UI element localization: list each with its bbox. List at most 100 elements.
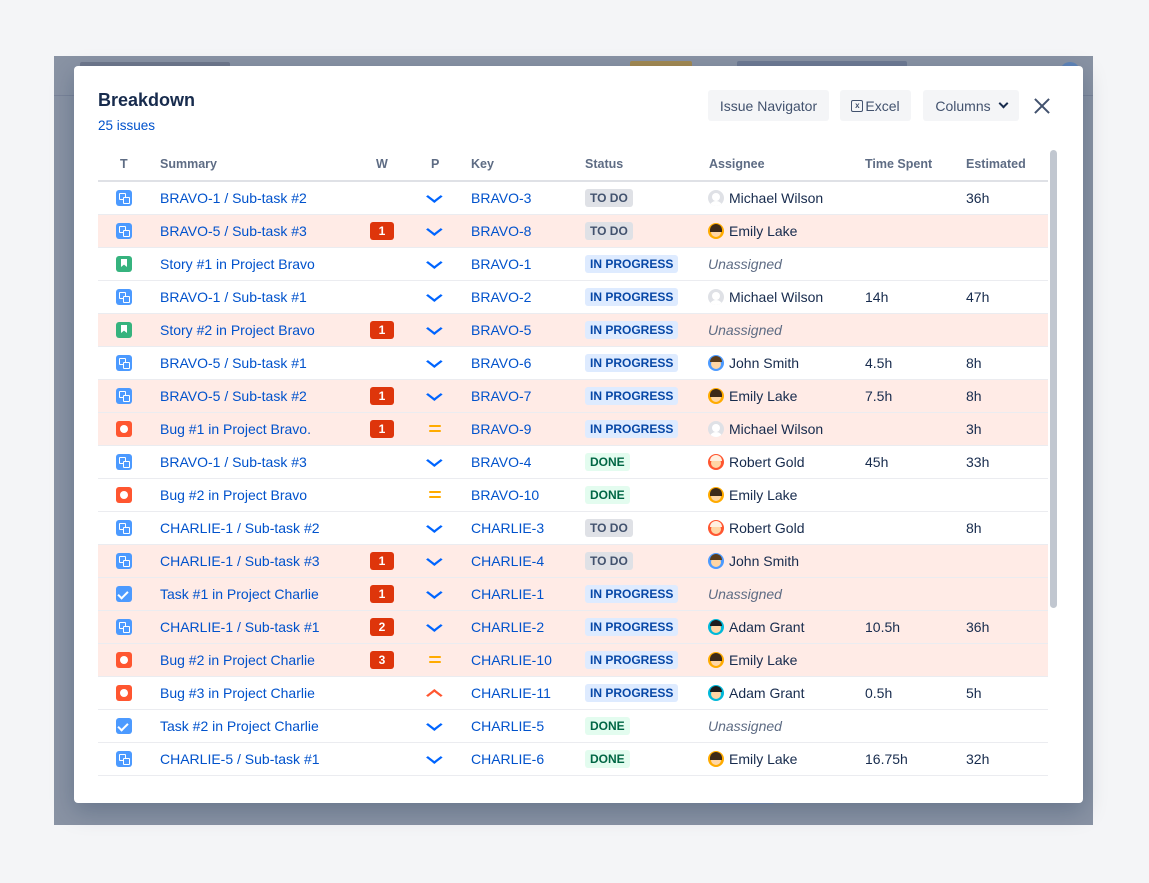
summary-link[interactable]: Story #2 in Project Bravo bbox=[160, 322, 315, 338]
summary-link[interactable]: Bug #2 in Project Charlie bbox=[160, 652, 315, 668]
status-cell: DONE bbox=[585, 743, 630, 775]
priority-cell bbox=[428, 347, 442, 379]
priority-low-icon bbox=[426, 754, 444, 764]
issue-type-cell bbox=[116, 611, 132, 643]
avatar-icon bbox=[708, 652, 724, 668]
issue-key-link[interactable]: CHARLIE-10 bbox=[471, 652, 552, 668]
column-header-assignee[interactable]: Assignee bbox=[709, 157, 765, 171]
table-body: BRAVO-1 / Sub-task #2 BRAVO-3 TO DO Michael… bbox=[98, 182, 1048, 776]
table-row[interactable]: CHARLIE-5 / Sub-task #1 CHARLIE-6 DONE Emil… bbox=[98, 743, 1048, 776]
summary-link[interactable]: CHARLIE-1 / Sub-task #1 bbox=[160, 619, 320, 635]
column-header-status[interactable]: Status bbox=[585, 157, 624, 171]
issue-key-link[interactable]: BRAVO-1 bbox=[471, 256, 532, 272]
priority-cell bbox=[428, 479, 442, 511]
table-row[interactable]: BRAVO-5 / Sub-task #1 BRAVO-6 IN PROGRESS J… bbox=[98, 347, 1048, 380]
table-row[interactable]: Story #2 in Project Bravo 1 BRAVO-5 IN PROG… bbox=[98, 314, 1048, 347]
table-row[interactable]: Bug #2 in Project Charlie 3 CHARLIE-10 IN P… bbox=[98, 644, 1048, 677]
avatar-icon bbox=[708, 190, 724, 206]
issue-key-link[interactable]: BRAVO-6 bbox=[471, 355, 532, 371]
column-header-priority[interactable]: P bbox=[431, 157, 440, 171]
subtask-icon bbox=[116, 454, 132, 470]
summary-link[interactable]: Bug #3 in Project Charlie bbox=[160, 685, 315, 701]
issue-navigator-button[interactable]: Issue Navigator bbox=[708, 90, 829, 121]
issue-type-cell bbox=[116, 314, 132, 346]
summary-link[interactable]: BRAVO-5 / Sub-task #3 bbox=[160, 223, 307, 239]
table-row[interactable]: BRAVO-1 / Sub-task #2 BRAVO-3 TO DO Michael… bbox=[98, 182, 1048, 215]
table-row[interactable]: CHARLIE-1 / Sub-task #2 CHARLIE-3 TO DO Rob… bbox=[98, 512, 1048, 545]
issue-key-link[interactable]: CHARLIE-3 bbox=[471, 520, 545, 536]
summary-link[interactable]: CHARLIE-5 / Sub-task #1 bbox=[160, 751, 320, 767]
table-row[interactable]: BRAVO-5 / Sub-task #2 1 BRAVO-7 IN PROGRESS… bbox=[98, 380, 1048, 413]
column-header-estimated[interactable]: Estimated bbox=[966, 157, 1026, 171]
w-badge: 1 bbox=[370, 321, 394, 339]
issue-type-cell bbox=[116, 215, 132, 247]
table-row[interactable]: BRAVO-1 / Sub-task #3 BRAVO-4 DONE Robert G… bbox=[98, 446, 1048, 479]
summary-link[interactable]: BRAVO-1 / Sub-task #2 bbox=[160, 190, 307, 206]
excel-export-button[interactable]: x Excel bbox=[840, 90, 911, 121]
issue-key-link[interactable]: BRAVO-2 bbox=[471, 289, 532, 305]
table-row[interactable]: Story #1 in Project Bravo BRAVO-1 IN PROGR… bbox=[98, 248, 1048, 281]
w-cell: 1 bbox=[370, 380, 394, 412]
assignee-name: Unassigned bbox=[708, 322, 782, 338]
bug-icon bbox=[116, 652, 132, 668]
summary-link[interactable]: Bug #2 in Project Bravo bbox=[160, 487, 308, 503]
issue-key-link[interactable]: BRAVO-9 bbox=[471, 421, 532, 437]
assignee-name: Unassigned bbox=[708, 256, 782, 272]
issue-key-link[interactable]: BRAVO-7 bbox=[471, 388, 532, 404]
issue-key-link[interactable]: BRAVO-10 bbox=[471, 487, 540, 503]
issue-key-link[interactable]: CHARLIE-5 bbox=[471, 718, 545, 734]
summary-link[interactable]: BRAVO-1 / Sub-task #3 bbox=[160, 454, 307, 470]
priority-cell bbox=[428, 677, 442, 709]
issue-key-link[interactable]: CHARLIE-2 bbox=[471, 619, 545, 635]
table-header: T Summary W P Key Status Assignee Time S… bbox=[98, 150, 1048, 182]
table-row[interactable]: Task #2 in Project Charlie CHARLIE-5 DONE U… bbox=[98, 710, 1048, 743]
summary-link[interactable]: Task #1 in Project Charlie bbox=[160, 586, 319, 602]
w-cell: 1 bbox=[370, 215, 394, 247]
summary-link[interactable]: Task #2 in Project Charlie bbox=[160, 718, 319, 734]
summary-link[interactable]: Story #1 in Project Bravo bbox=[160, 256, 315, 272]
summary-link[interactable]: CHARLIE-1 / Sub-task #3 bbox=[160, 553, 320, 569]
summary-link[interactable]: BRAVO-5 / Sub-task #2 bbox=[160, 388, 307, 404]
close-icon[interactable] bbox=[1032, 96, 1052, 116]
table-row[interactable]: Bug #1 in Project Bravo. 1 BRAVO-9 IN PROGR… bbox=[98, 413, 1048, 446]
assignee-name: Unassigned bbox=[708, 586, 782, 602]
issue-type-cell bbox=[116, 248, 132, 280]
issue-key-link[interactable]: BRAVO-4 bbox=[471, 454, 532, 470]
issue-count-link[interactable]: 25 issues bbox=[98, 118, 156, 133]
issue-key-link[interactable]: BRAVO-3 bbox=[471, 190, 532, 206]
issue-key-link[interactable]: CHARLIE-1 bbox=[471, 586, 545, 602]
column-header-time-spent[interactable]: Time Spent bbox=[865, 157, 933, 171]
assignee-cell: John Smith bbox=[708, 545, 799, 577]
assignee-cell: Emily Lake bbox=[708, 380, 797, 412]
summary-link[interactable]: CHARLIE-1 / Sub-task #2 bbox=[160, 520, 320, 536]
issue-key-link[interactable]: CHARLIE-4 bbox=[471, 553, 545, 569]
table-scrollbar[interactable] bbox=[1050, 150, 1057, 608]
column-header-summary[interactable]: Summary bbox=[160, 157, 217, 171]
w-badge: 1 bbox=[370, 387, 394, 405]
column-header-w[interactable]: W bbox=[376, 157, 388, 171]
issue-key-link[interactable]: CHARLIE-11 bbox=[471, 685, 551, 701]
status-cell: DONE bbox=[585, 710, 630, 742]
table-row[interactable]: Bug #2 in Project Bravo BRAVO-10 DONE Emily… bbox=[98, 479, 1048, 512]
table-row[interactable]: CHARLIE-1 / Sub-task #1 2 CHARLIE-2 IN PROG… bbox=[98, 611, 1048, 644]
column-header-type[interactable]: T bbox=[120, 157, 128, 171]
status-lozenge: IN PROGRESS bbox=[585, 420, 679, 438]
summary-link[interactable]: BRAVO-5 / Sub-task #1 bbox=[160, 355, 307, 371]
issue-key-link[interactable]: CHARLIE-6 bbox=[471, 751, 545, 767]
status-lozenge: TO DO bbox=[585, 222, 633, 240]
table-row[interactable]: CHARLIE-1 / Sub-task #3 1 CHARLIE-4 TO DO Jo… bbox=[98, 545, 1048, 578]
table-row[interactable]: BRAVO-1 / Sub-task #1 BRAVO-2 IN PROGRESS M… bbox=[98, 281, 1048, 314]
column-header-key[interactable]: Key bbox=[471, 157, 494, 171]
priority-cell bbox=[428, 182, 442, 214]
issue-key-link[interactable]: BRAVO-5 bbox=[471, 322, 532, 338]
assignee-name: Michael Wilson bbox=[729, 289, 824, 305]
columns-dropdown-button[interactable]: Columns bbox=[923, 90, 1019, 121]
summary-link[interactable]: Bug #1 in Project Bravo. bbox=[160, 421, 311, 437]
issue-key-link[interactable]: BRAVO-8 bbox=[471, 223, 532, 239]
issue-type-cell bbox=[116, 710, 132, 742]
summary-link[interactable]: BRAVO-1 / Sub-task #1 bbox=[160, 289, 307, 305]
table-row[interactable]: BRAVO-5 / Sub-task #3 1 BRAVO-8 TO DO Emily … bbox=[98, 215, 1048, 248]
table-row[interactable]: Task #1 in Project Charlie 1 CHARLIE-1 IN P… bbox=[98, 578, 1048, 611]
table-row[interactable]: Bug #3 in Project Charlie CHARLIE-11 IN PR… bbox=[98, 677, 1048, 710]
assignee-cell: Unassigned bbox=[708, 710, 782, 742]
